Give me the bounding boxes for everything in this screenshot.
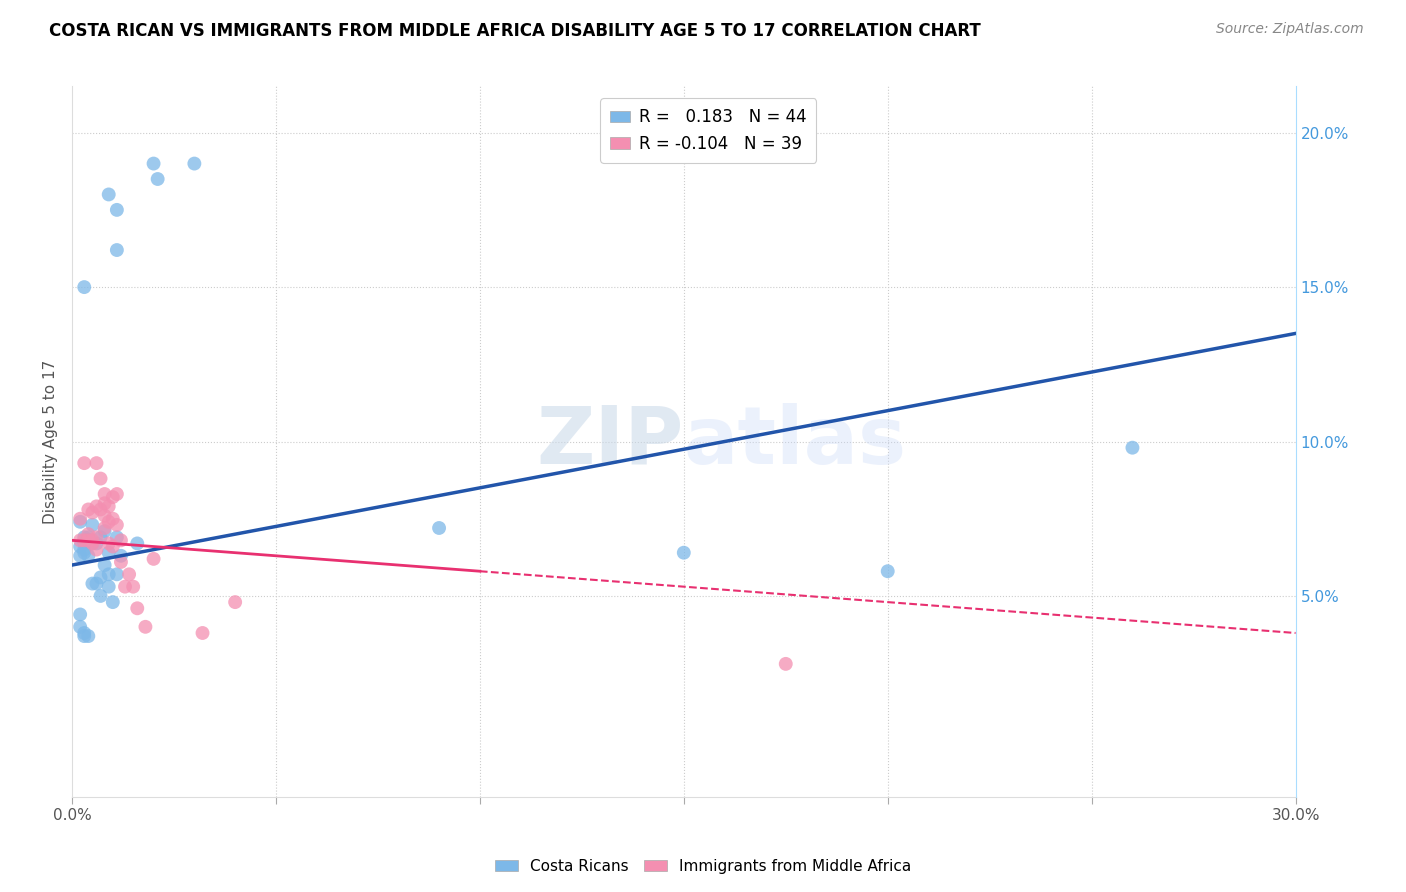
Point [77, 549, 100, 563]
Point [77, 530, 100, 544]
Point [110, 533, 132, 548]
Point [97, 546, 120, 560]
Y-axis label: Disability Age 5 to 17: Disability Age 5 to 17 [44, 359, 58, 524]
Point [146, 172, 169, 186]
Point [118, 567, 141, 582]
Point [77, 629, 100, 643]
Point [114, 580, 136, 594]
Point [122, 580, 145, 594]
Legend: R =   0.183   N = 44, R = -0.104   N = 39: R = 0.183 N = 44, R = -0.104 N = 39 [600, 98, 815, 162]
Point [86, 456, 108, 470]
Point [101, 540, 124, 554]
Point [127, 536, 149, 550]
Point [90, 570, 112, 584]
Point [82, 533, 104, 548]
Legend: Costa Ricans, Immigrants from Middle Africa: Costa Ricans, Immigrants from Middle Afr… [489, 853, 917, 880]
Point [73, 456, 96, 470]
Point [82, 576, 104, 591]
Point [183, 156, 205, 170]
Point [105, 530, 128, 544]
Point [427, 521, 450, 535]
Point [97, 567, 120, 582]
Point [82, 536, 104, 550]
Point [86, 530, 108, 544]
Point [73, 629, 96, 643]
Point [77, 533, 100, 548]
Point [105, 517, 128, 532]
Point [82, 506, 104, 520]
Text: COSTA RICAN VS IMMIGRANTS FROM MIDDLE AFRICA DISABILITY AGE 5 TO 17 CORRELATION : COSTA RICAN VS IMMIGRANTS FROM MIDDLE AF… [49, 22, 981, 40]
Point [69, 515, 91, 529]
Point [142, 552, 165, 566]
Point [69, 549, 91, 563]
Point [191, 626, 214, 640]
Point [90, 502, 112, 516]
Point [93, 558, 115, 572]
Point [77, 502, 100, 516]
Point [82, 536, 104, 550]
Point [93, 524, 115, 538]
Point [134, 620, 156, 634]
Point [86, 542, 108, 557]
Text: atlas: atlas [683, 402, 907, 481]
Point [93, 508, 115, 523]
Point [69, 533, 91, 548]
Point [82, 517, 104, 532]
Point [105, 243, 128, 257]
Point [69, 512, 91, 526]
Point [90, 530, 112, 544]
Point [69, 620, 91, 634]
Point [86, 576, 108, 591]
Point [93, 487, 115, 501]
Point [224, 595, 246, 609]
Point [73, 536, 96, 550]
Point [73, 542, 96, 557]
Point [101, 490, 124, 504]
Point [110, 555, 132, 569]
Point [73, 533, 96, 548]
Point [97, 536, 120, 550]
Point [93, 521, 115, 535]
Point [97, 515, 120, 529]
Point [142, 156, 165, 170]
Point [73, 280, 96, 294]
Point [93, 496, 115, 510]
Point [97, 580, 120, 594]
Point [672, 546, 695, 560]
Point [86, 500, 108, 514]
Text: ZIP: ZIP [537, 402, 683, 481]
Point [73, 626, 96, 640]
Point [97, 187, 120, 202]
Point [86, 536, 108, 550]
Point [105, 567, 128, 582]
Point [101, 512, 124, 526]
Point [105, 487, 128, 501]
Point [73, 530, 96, 544]
Point [73, 546, 96, 560]
Point [69, 607, 91, 622]
Point [1121, 441, 1143, 455]
Point [105, 202, 128, 217]
Point [90, 589, 112, 603]
Point [90, 472, 112, 486]
Point [101, 595, 124, 609]
Point [77, 527, 100, 541]
Point [69, 540, 91, 554]
Point [876, 564, 898, 578]
Point [127, 601, 149, 615]
Point [77, 533, 100, 548]
Point [97, 500, 120, 514]
Text: Source: ZipAtlas.com: Source: ZipAtlas.com [1216, 22, 1364, 37]
Point [110, 549, 132, 563]
Point [775, 657, 797, 671]
